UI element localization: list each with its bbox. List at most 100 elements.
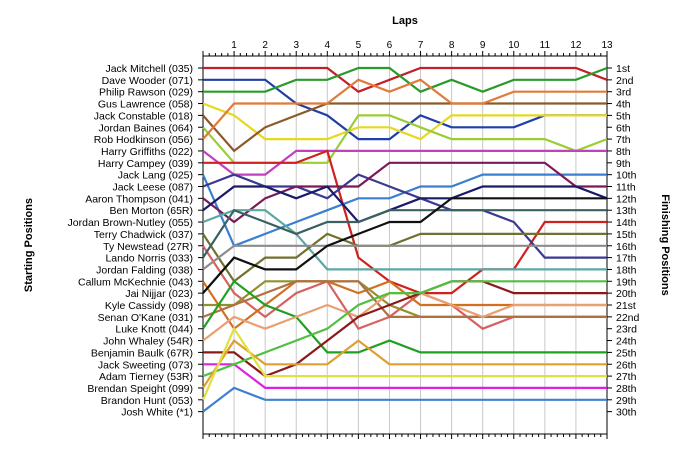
lap-tick-label: 1 (231, 40, 237, 51)
driver-position-line (202, 78, 607, 140)
driver-position-line (202, 149, 607, 176)
lap-tick-label: 5 (356, 40, 362, 51)
finishing-position-label: 11th (616, 182, 636, 194)
starting-position-label: Kyle Cassidy (098) (105, 300, 193, 312)
finishing-position-label: 17th (616, 253, 637, 265)
finishing-position-label: 19th (616, 276, 637, 288)
starting-position-label: Dave Wooder (071) (102, 75, 193, 87)
driver-position-line (202, 102, 607, 153)
starting-position-label: Harry Griffiths (022) (101, 146, 193, 158)
starting-position-label: Brandon Hunt (053) (101, 395, 193, 407)
y-axis-title-left: Starting Positions (23, 198, 35, 292)
starting-position-label: Philip Rawson (029) (99, 87, 193, 99)
finishing-position-label: 20th (616, 288, 637, 300)
lap-tick-label: 11 (540, 40, 551, 51)
finishing-position-label: 13th (616, 205, 637, 217)
driver-position-line (202, 102, 607, 141)
starting-position-label: Aaron Thompson (041) (85, 193, 193, 205)
starting-position-label: Rob Hodkinson (056) (94, 134, 193, 146)
driver-position-line (201, 326, 607, 401)
finishing-position-label: 24th (616, 336, 637, 348)
starting-position-label: John Whaley (54R) (103, 336, 193, 348)
driver-position-line (202, 280, 607, 378)
starting-position-label: Jai Nijjar (023) (125, 288, 193, 300)
starting-position-label: Gus Lawrence (058) (98, 99, 193, 111)
finishing-position-label: 21st (616, 300, 636, 312)
finishing-position-label: 6th (616, 122, 631, 134)
starting-position-label: Lando Norris (033) (105, 253, 193, 265)
starting-position-label: Jordan Baines (064) (98, 122, 193, 134)
finishing-position-label: 27th (616, 371, 637, 383)
finishing-position-label: 4th (616, 99, 631, 111)
lap-tick-label: 4 (325, 40, 331, 51)
starting-position-label: Jack Sweeting (073) (98, 359, 193, 371)
finishing-position-label: 30th (616, 407, 637, 419)
driver-position-line (202, 279, 607, 354)
finishing-position-label: 22nd (616, 312, 640, 324)
lap-tick-label: 2 (262, 40, 268, 51)
starting-position-label: Benjamin Baulk (67R) (91, 347, 193, 359)
driver-position-line (202, 185, 608, 224)
series-layer (201, 66, 608, 413)
starting-position-label: Jack Lang (025) (118, 170, 193, 182)
starting-position-label: Jordan Brown-Nutley (055) (68, 217, 193, 229)
finishing-position-label: 25th (616, 347, 637, 359)
finishing-position-label: 14th (616, 217, 637, 229)
starting-position-label: Ty Newstead (27R) (103, 241, 193, 253)
driver-position-line (202, 280, 607, 318)
y-axis-title-right: Finishing Positions (659, 194, 671, 295)
lap-tick-label: 7 (418, 40, 424, 51)
finishing-position-label: 15th (616, 229, 637, 241)
lap-tick-label: 8 (449, 40, 455, 51)
lap-tick-label: 13 (601, 40, 613, 51)
finishing-position-label: 2nd (616, 75, 634, 87)
starting-position-label: Luke Knott (044) (115, 324, 193, 336)
starting-position-label: Harry Campey (039) (98, 158, 193, 170)
driver-position-line (202, 173, 607, 259)
lap-tick-label: 9 (480, 40, 486, 51)
lap-tick-label: 3 (293, 40, 299, 51)
driver-position-line (202, 244, 607, 271)
starting-position-label: Ben Morton (65R) (110, 205, 193, 217)
finishing-position-label: 10th (616, 170, 637, 182)
driver-position-line (203, 363, 607, 389)
starting-position-label: Jack Mitchell (035) (105, 63, 193, 75)
driver-position-line (202, 197, 607, 294)
starting-position-label: Jack Constable (018) (94, 110, 193, 122)
finishing-position-label: 16th (616, 241, 637, 253)
starting-position-label: Jordan Falding (038) (96, 264, 193, 276)
starting-position-label: Adam Tierney (53R) (99, 371, 193, 383)
starting-position-label: Josh White (*1) (121, 407, 193, 419)
finishing-position-label: 7th (616, 134, 631, 146)
driver-position-line (203, 66, 608, 93)
finishing-position-label: 28th (616, 383, 637, 395)
starting-position-label: Brendan Speight (099) (87, 383, 193, 395)
driver-position-line (202, 386, 607, 413)
driver-position-line (203, 78, 607, 141)
finishing-position-label: 1st (616, 63, 630, 75)
lap-tick-label: 10 (508, 40, 520, 51)
finishing-position-label: 12th (616, 193, 637, 205)
driver-position-line (203, 149, 607, 295)
finishing-position-label: 23rd (616, 324, 637, 336)
driver-position-line (203, 66, 608, 93)
finishing-position-label: 3rd (616, 87, 631, 99)
lap-tick-label: 6 (387, 40, 393, 51)
finishing-position-label: 5th (616, 110, 631, 122)
lap-tick-label: 12 (570, 40, 582, 51)
driver-position-line (202, 232, 607, 283)
starting-position-label: Senan O'Kane (031) (98, 312, 193, 324)
driver-position-line (202, 209, 607, 271)
starting-position-label: Jack Leese (087) (112, 182, 193, 194)
axes-layer (198, 51, 612, 439)
driver-position-line (202, 339, 607, 389)
finishing-position-label: 26th (616, 359, 637, 371)
starting-position-label: Terry Chadwick (037) (94, 229, 193, 241)
x-axis-title: Laps (392, 15, 418, 27)
driver-position-line (202, 208, 607, 259)
driver-position-line (203, 280, 607, 378)
starting-position-label: Callum McKechnie (043) (78, 276, 193, 288)
driver-position-line (202, 161, 607, 224)
